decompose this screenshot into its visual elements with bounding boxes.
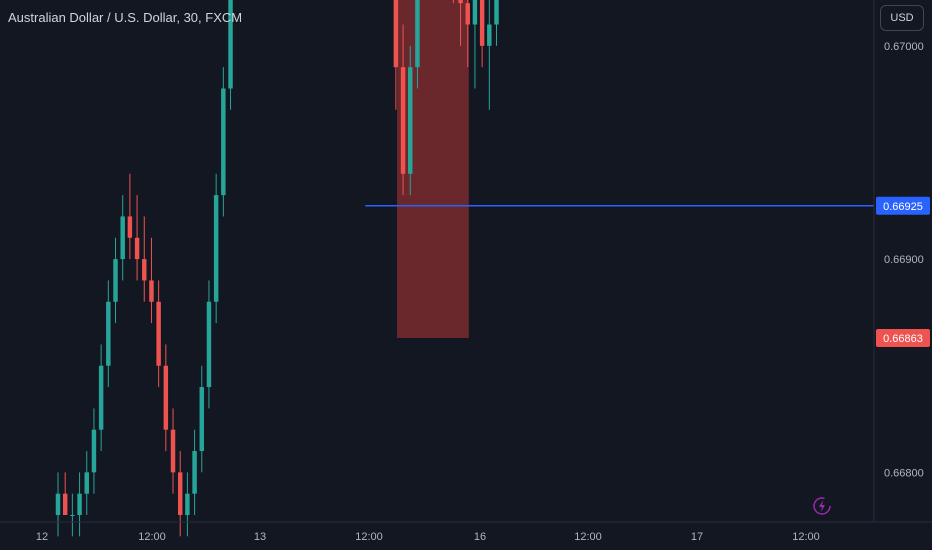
candle-body: [465, 3, 470, 25]
candle-body: [206, 301, 212, 388]
time-tick-label: 12:00: [138, 531, 166, 543]
candle: [472, 0, 478, 89]
candle-body: [185, 493, 190, 515]
candle-body: [408, 67, 413, 174]
candle: [228, 0, 233, 110]
candle-body: [113, 259, 118, 302]
candle: [487, 0, 492, 110]
candle: [134, 195, 140, 281]
candle: [213, 173, 219, 324]
price-tick-label: 0.66800: [884, 467, 924, 479]
candle: [458, 0, 463, 46]
candle-body: [487, 24, 492, 46]
candle-body: [70, 515, 75, 516]
horizontal-lines: [365, 205, 874, 207]
price-axis[interactable]: 0.676000.675000.674000.673000.672000.671…: [884, 0, 924, 480]
price-tick-label: 0.66900: [884, 254, 924, 266]
candle: [185, 472, 190, 537]
candle-body: [134, 237, 140, 260]
candle-body: [479, 0, 485, 46]
candle: [77, 472, 82, 537]
candle-body: [199, 387, 205, 452]
time-tick-label: 12:00: [574, 531, 602, 543]
candle-body: [192, 451, 197, 494]
loss-zone: [397, 0, 469, 339]
hline-price-label: 0.66925: [876, 196, 930, 215]
candle-body: [177, 472, 183, 515]
time-axis[interactable]: 12 12:00 13 12:00 16 12:00 17 12:00: [36, 531, 820, 543]
candle: [494, 0, 499, 46]
price-markers: 0.676700.672530.670560.669250.676330.670…: [876, 196, 930, 348]
candle: [163, 344, 169, 452]
candle-body: [98, 365, 104, 430]
candle: [91, 408, 97, 494]
candle-body: [91, 429, 97, 473]
candle-body: [127, 216, 133, 238]
candle: [142, 216, 147, 302]
candle: [70, 493, 75, 537]
candle-body: [120, 216, 125, 260]
candle: [192, 429, 197, 515]
candle-body: [228, 0, 233, 89]
candle: [415, 0, 420, 89]
candle: [149, 237, 154, 324]
candle: [55, 472, 61, 537]
time-tick-label: 17: [691, 531, 703, 543]
candle-body: [62, 493, 68, 515]
hline-price-label-bg: [876, 196, 930, 215]
candle-body: [156, 301, 161, 366]
time-tick-label: 16: [474, 531, 486, 543]
candle-body: [142, 259, 147, 281]
candle: [479, 0, 485, 68]
currency-button[interactable]: USD: [880, 5, 924, 31]
candle-body: [149, 280, 154, 302]
candle-body: [84, 472, 89, 494]
marker-price-label: 0.66863: [876, 329, 930, 348]
candle: [408, 45, 413, 196]
price-tick-label: 0.67000: [884, 41, 924, 53]
candle: [106, 280, 111, 388]
candle: [120, 195, 125, 281]
position-zones: [397, 0, 469, 339]
candle: [393, 0, 399, 110]
candle: [84, 451, 89, 515]
candle-body: [458, 0, 463, 4]
candle: [400, 24, 406, 196]
time-tick-label: 12: [36, 531, 48, 543]
candle: [62, 472, 68, 515]
candle: [127, 173, 133, 260]
candles: [55, 0, 499, 537]
candle: [465, 0, 470, 68]
candle-body: [472, 0, 478, 25]
marker-price-label-bg: [876, 329, 930, 348]
hline-price-label-text: 0.66925: [883, 201, 923, 213]
candle: [156, 280, 161, 388]
candle-body: [77, 493, 82, 515]
time-tick-label: 12:00: [792, 531, 820, 543]
marker-price-label-text: 0.66863: [883, 333, 923, 345]
candle-body: [55, 493, 61, 515]
candle-body: [106, 301, 111, 366]
time-tick-label: 12:00: [355, 531, 383, 543]
candle: [199, 365, 205, 473]
time-tick-label: 13: [254, 531, 266, 543]
flash-icon[interactable]: [813, 497, 831, 515]
candle-body: [170, 429, 176, 473]
candle: [170, 408, 176, 494]
symbol-title: Australian Dollar / U.S. Dollar, 30, FXC…: [8, 10, 243, 25]
candle-body: [163, 365, 169, 430]
candle-body: [213, 195, 219, 302]
candle: [98, 344, 104, 452]
candle: [206, 280, 212, 409]
candle-body: [400, 67, 406, 174]
candle: [113, 237, 118, 324]
candle-body: [393, 0, 399, 68]
candle-body: [494, 0, 499, 25]
candle: [221, 67, 226, 217]
candle-body: [415, 0, 420, 68]
candle-body: [221, 88, 226, 196]
